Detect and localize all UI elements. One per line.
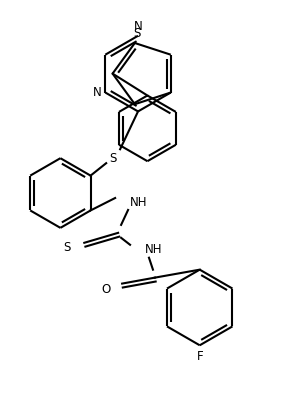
Text: N: N: [134, 20, 142, 33]
Text: S: S: [63, 241, 70, 254]
Text: F: F: [196, 350, 203, 363]
Text: NH: NH: [130, 197, 147, 209]
Text: S: S: [109, 152, 117, 165]
Text: NH: NH: [145, 243, 162, 256]
Text: O: O: [101, 283, 110, 296]
Text: N: N: [92, 86, 101, 99]
Text: S: S: [133, 27, 141, 40]
